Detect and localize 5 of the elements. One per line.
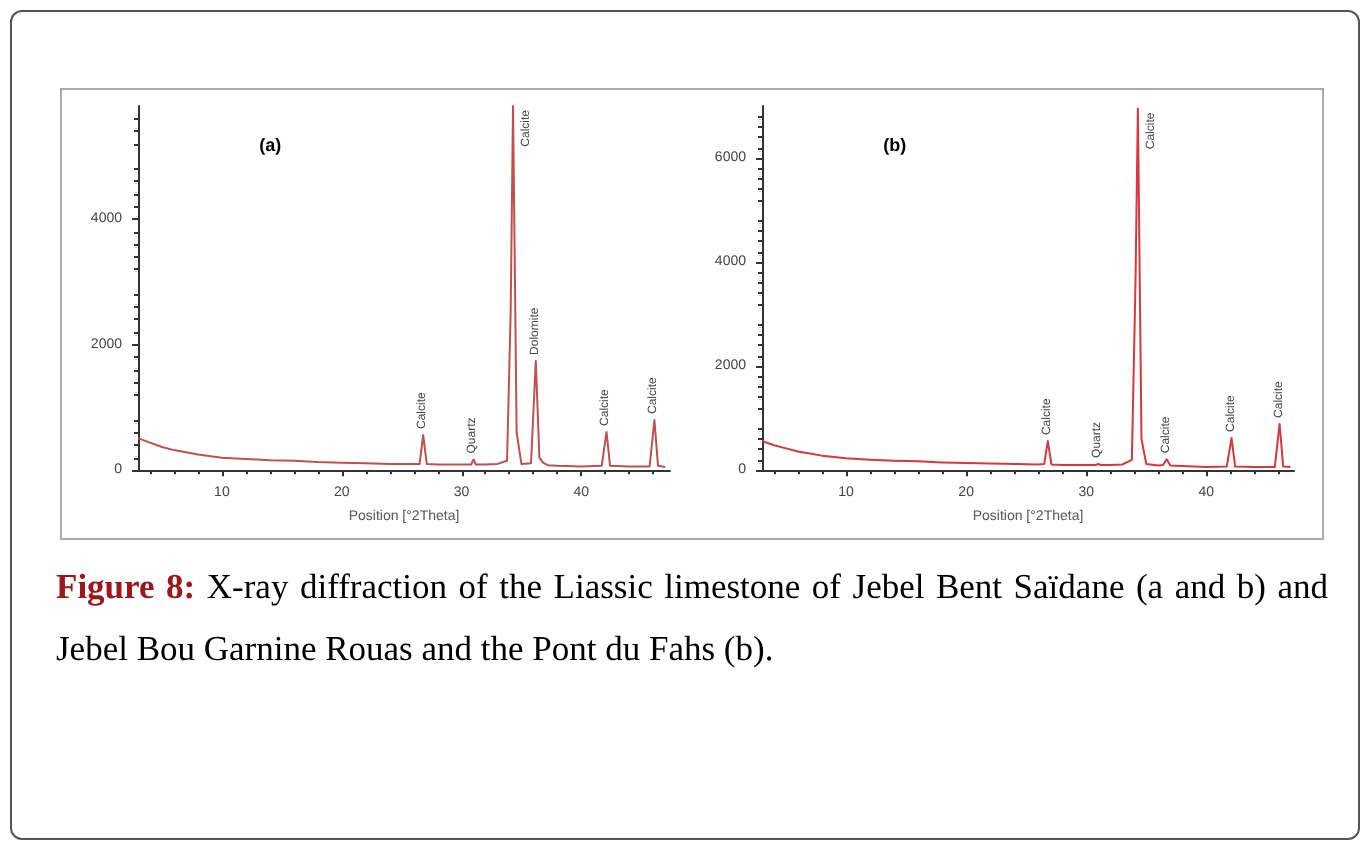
line-series — [761, 107, 1292, 469]
text: (b) — [883, 135, 907, 155]
line-series — [137, 105, 667, 469]
text: (a) — [259, 135, 282, 155]
caption: Figure 8: X-ray diffraction of the Liassic limestone of Jebel Bent Saïdane (a and b) and Jebel Bou Garnine Rouas and the Pont du Fahs (b). — [56, 566, 1328, 668]
